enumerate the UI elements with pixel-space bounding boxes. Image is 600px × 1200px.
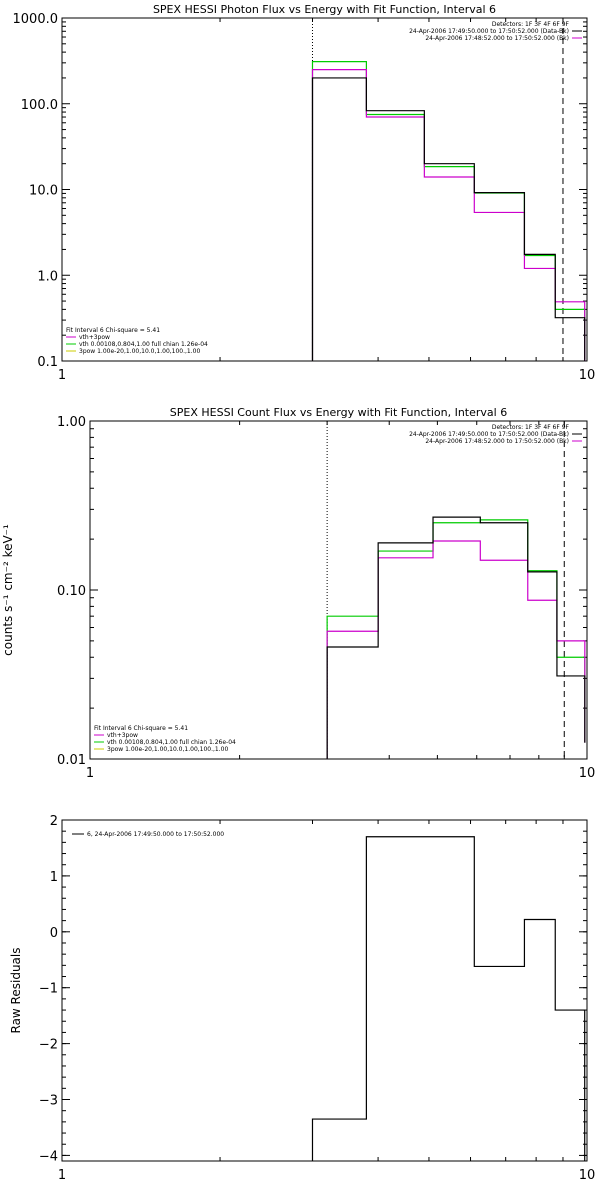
- legend-entry: vth+3pow: [107, 732, 138, 739]
- y-tick-label: 10.0: [29, 184, 58, 199]
- x-tick-label: 10: [579, 1168, 596, 1183]
- y-tick-label: 0.01: [57, 753, 86, 768]
- x-tick-label: 10: [579, 368, 596, 383]
- histogram-series-2: [311, 69, 586, 361]
- y-tick-label: 1000.0: [13, 12, 59, 27]
- chart-title: SPEX HESSI Photon Flux vs Energy with Fi…: [153, 3, 496, 16]
- legend-entry: 24-Apr-2006 17:48:52.000 to 17:50:52.000…: [425, 35, 569, 42]
- y-tick-label: 0: [50, 926, 58, 941]
- x-tick-label: 1: [86, 766, 94, 781]
- histogram-series-3: [326, 516, 586, 759]
- y-tick-label: 2: [50, 814, 58, 829]
- histogram-series-2: [326, 540, 586, 759]
- y-axis-label: Raw Residuals: [9, 948, 23, 1034]
- y-tick-label: −2: [39, 1038, 58, 1053]
- chart-panel-1: SPEX HESSI Photon Flux vs Energy with Fi…: [13, 3, 596, 383]
- legend-entry: 6, 24-Apr-2006 17:49:50.000 to 17:50:52.…: [87, 831, 224, 838]
- x-tick-label: 10: [579, 766, 596, 781]
- x-tick-label: 1: [58, 368, 66, 383]
- y-tick-label: −4: [39, 1149, 58, 1164]
- y-axis-label: counts s⁻¹ cm⁻² keV⁻¹: [1, 524, 15, 656]
- chart-panel-2: SPEX HESSI Count Flux vs Energy with Fit…: [1, 406, 595, 781]
- histogram-series-1: [311, 61, 586, 361]
- y-tick-label: 0.1: [37, 355, 58, 370]
- legend-entry: 24-Apr-2006 17:48:52.000 to 17:50:52.000…: [425, 438, 569, 445]
- legend-entry: Fit Interval 6 Chi-square = 5.41: [66, 327, 160, 334]
- legend-entry: Fit Interval 6 Chi-square = 5.41: [94, 725, 188, 732]
- y-tick-label: 100.0: [21, 98, 58, 113]
- y-tick-label: 1.00: [57, 415, 86, 430]
- legend-entry: vth+3pow: [79, 334, 110, 341]
- legend-entry: 3pow 1.00e-20,1.00,10.0,1.00,100.,1.00: [79, 348, 200, 355]
- x-tick-label: 1: [58, 1168, 66, 1183]
- legend-entry: Detectors: 1F 3F 4F 6F 9F: [492, 424, 570, 431]
- y-tick-label: 1.0: [37, 269, 58, 284]
- chart-panel-3: Raw Residuals −4 −3 −2 −1 0 1 2 1 10 6, 24-Apr-200…: [9, 814, 595, 1183]
- legend-entry: 24-Apr-2006 17:49:50.000 to 17:50:52.000…: [409, 28, 569, 35]
- histogram-series-3: [311, 77, 586, 361]
- y-tick-label: 1: [50, 870, 58, 885]
- legend-entry: 3pow 1.00e-20,1.00,10.0,1.00,100.,1.00: [107, 746, 228, 753]
- axes-frame: [61, 819, 588, 1162]
- y-tick-label: −3: [39, 1094, 58, 1109]
- axes-frame: [89, 420, 588, 760]
- histogram-series-1: [326, 519, 586, 759]
- legend-entry: vth 0.00108,0.804,1.00 full chian 1.26e-…: [79, 341, 208, 348]
- legend-entry: Detectors: 1F 3F 4F 6F 9F: [492, 21, 570, 28]
- legend-entry: 24-Apr-2006 17:49:50.000 to 17:50:52.000…: [409, 431, 569, 438]
- histogram-series-1: [311, 836, 586, 1161]
- y-tick-label: −1: [39, 982, 58, 997]
- chart-title: SPEX HESSI Count Flux vs Energy with Fit…: [170, 406, 507, 419]
- legend-entry: vth 0.00108,0.804,1.00 full chian 1.26e-…: [107, 739, 236, 746]
- y-tick-label: 0.10: [57, 584, 86, 599]
